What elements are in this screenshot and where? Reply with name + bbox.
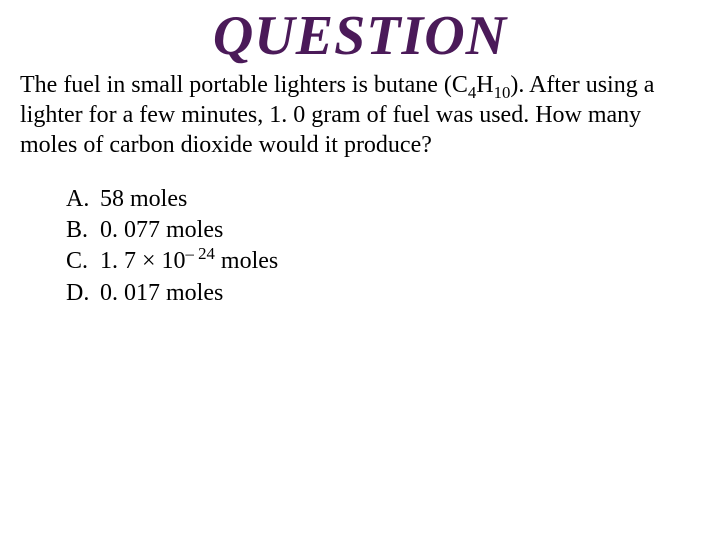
option-d-text: 0. 017 moles bbox=[100, 278, 223, 309]
option-b: B. 0. 077 moles bbox=[66, 215, 700, 246]
option-c-prefix: 1. 7 bbox=[100, 248, 142, 274]
question-slide: QUESTION The fuel in small portable ligh… bbox=[0, 4, 720, 309]
option-d: D. 0. 017 moles bbox=[66, 278, 700, 309]
body-sub2: 10 bbox=[494, 83, 511, 102]
option-a-text: 58 moles bbox=[100, 184, 187, 215]
option-c-letter: C. bbox=[66, 246, 100, 277]
option-c-mid: 10 bbox=[156, 248, 186, 274]
option-c-suffix: moles bbox=[215, 248, 278, 274]
option-b-text: 0. 077 moles bbox=[100, 215, 223, 246]
option-d-letter: D. bbox=[66, 278, 100, 309]
body-mid: H bbox=[476, 72, 493, 98]
title: QUESTION bbox=[20, 4, 700, 68]
option-c-exp: – 24 bbox=[186, 244, 215, 263]
option-a-letter: A. bbox=[66, 184, 100, 215]
option-c-text: 1. 7 × 10– 24 moles bbox=[100, 246, 278, 277]
option-b-letter: B. bbox=[66, 215, 100, 246]
option-a: A. 58 moles bbox=[66, 184, 700, 215]
option-c-times: × bbox=[142, 248, 156, 274]
body-prefix: The fuel in small portable lighters is b… bbox=[20, 72, 468, 98]
option-c: C. 1. 7 × 10– 24 moles bbox=[66, 246, 700, 277]
question-body: The fuel in small portable lighters is b… bbox=[20, 70, 700, 160]
options-list: A. 58 moles B. 0. 077 moles C. 1. 7 × 10… bbox=[66, 184, 700, 309]
